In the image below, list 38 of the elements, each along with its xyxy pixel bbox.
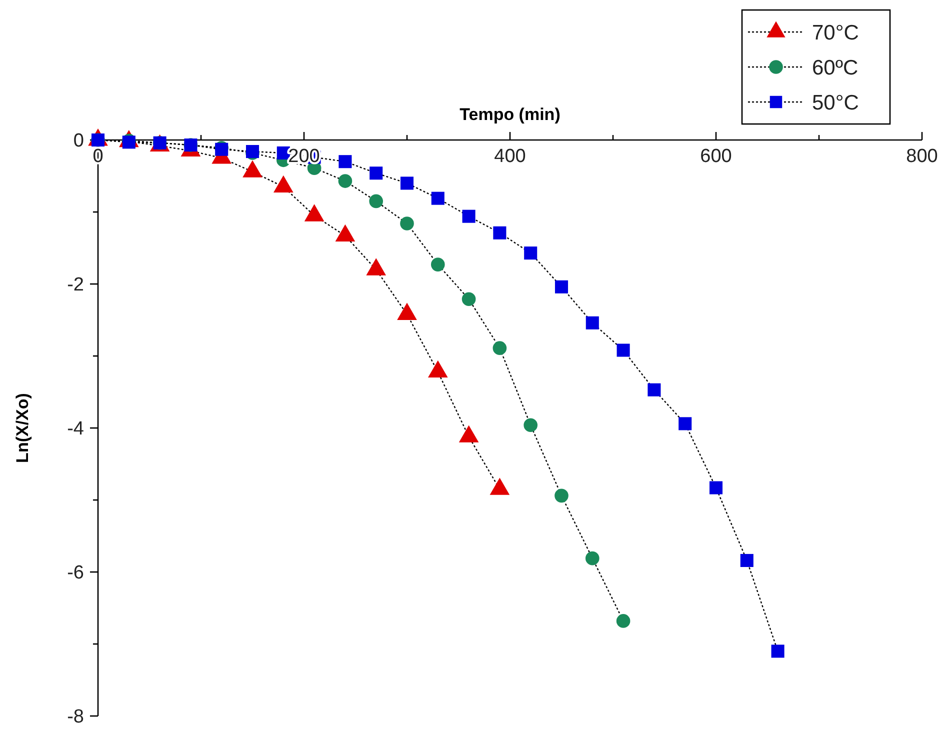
legend-label: 70°C xyxy=(812,21,859,44)
y-tick-label: -6 xyxy=(67,562,84,584)
point xyxy=(400,176,414,190)
legend-label: 60ºC xyxy=(812,56,858,80)
point xyxy=(338,155,352,168)
y-tick-label: -2 xyxy=(67,274,84,296)
x-tick-label: 400 xyxy=(494,146,526,167)
point xyxy=(740,554,754,567)
point xyxy=(586,316,599,330)
point xyxy=(648,383,661,396)
point xyxy=(554,488,568,503)
point xyxy=(554,280,568,294)
point xyxy=(678,417,692,430)
point xyxy=(585,551,600,566)
point xyxy=(462,210,476,223)
y-tick-label: -8 xyxy=(67,706,84,728)
y-tick-label: 0 xyxy=(73,130,84,152)
point xyxy=(431,192,444,205)
point xyxy=(524,418,538,432)
legend-label: 50°C xyxy=(812,91,859,114)
point xyxy=(370,166,383,180)
x-tick-label: 600 xyxy=(700,146,732,167)
point xyxy=(462,292,476,306)
point xyxy=(709,481,723,494)
point xyxy=(616,614,630,628)
point xyxy=(369,194,384,208)
point xyxy=(400,216,414,230)
y-axis-title: Ln(X/Xo) xyxy=(13,393,32,463)
y-tick-label: -4 xyxy=(67,418,84,440)
point xyxy=(430,258,445,272)
point xyxy=(338,174,352,188)
point xyxy=(492,341,507,355)
x-tick-label: 800 xyxy=(906,146,938,167)
x-axis-title: Tempo (min) xyxy=(460,105,560,124)
point xyxy=(493,226,506,240)
point xyxy=(771,644,784,658)
point xyxy=(616,344,630,357)
point xyxy=(524,246,538,260)
